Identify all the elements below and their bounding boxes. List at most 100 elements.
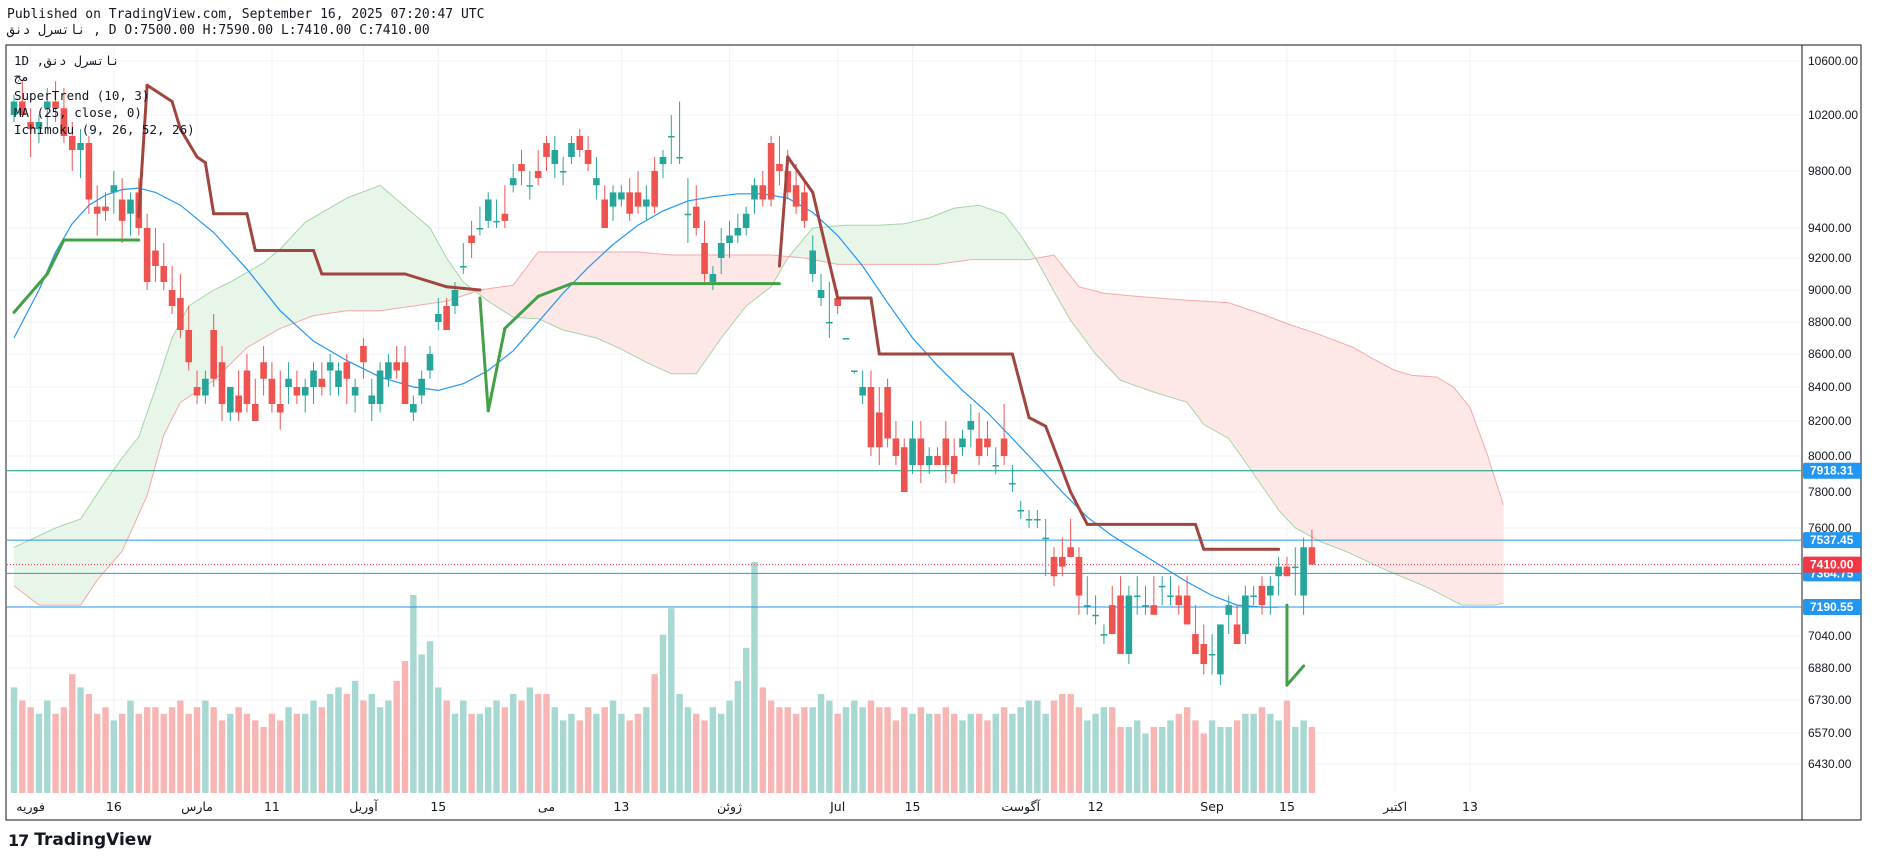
candle-body — [851, 370, 858, 372]
legend-supertrend[interactable]: SuperTrend (10, 3) — [14, 88, 150, 103]
volume-bar — [826, 700, 833, 793]
cloud-segment — [221, 283, 227, 373]
cloud-segment — [862, 224, 868, 265]
candle-body — [77, 143, 84, 150]
candle-body — [950, 456, 958, 474]
cloud-segment — [263, 258, 269, 339]
candle-body — [1250, 595, 1257, 597]
volume-bar — [693, 713, 700, 793]
cloud-segment — [1328, 337, 1334, 547]
candle-body — [1200, 644, 1208, 664]
candle-body — [1233, 624, 1241, 644]
volume-bar — [1092, 713, 1099, 793]
cloud-segment — [492, 287, 497, 308]
volume-bar — [726, 700, 733, 793]
cloud-segment — [949, 207, 955, 263]
candle-body — [60, 108, 68, 136]
supertrend-segment — [478, 296, 490, 413]
volume-bar — [1300, 720, 1307, 793]
cloud-segment — [292, 230, 298, 325]
volume-bar — [393, 680, 400, 793]
volume-bar — [884, 707, 891, 793]
candle-body — [776, 164, 783, 171]
volume-bar — [1217, 727, 1224, 793]
cloud-segment — [342, 197, 348, 312]
candle-body — [1067, 547, 1074, 557]
candle-body — [593, 178, 600, 186]
chart-frame — [5, 44, 1862, 821]
cloud-segment — [1257, 312, 1263, 487]
cloud-segment — [383, 188, 389, 311]
volume-bar — [1067, 694, 1074, 793]
volume-bar — [576, 720, 583, 793]
cloud-segment — [1394, 370, 1400, 577]
volume-bar — [10, 687, 18, 793]
legend-ma[interactable]: MA (25, close, 0) — [14, 105, 142, 120]
volume-bar — [202, 700, 209, 793]
cloud-segment — [953, 207, 959, 263]
cloud-segment — [429, 226, 435, 304]
candle-body — [393, 362, 401, 371]
volume-bar — [376, 707, 384, 793]
volume-bar — [518, 700, 525, 793]
volume-bar — [1242, 713, 1249, 793]
time-tick-label: 13 — [1462, 799, 1478, 814]
candle-body — [293, 387, 301, 396]
cloud-segment — [121, 451, 127, 552]
volume-bar — [443, 700, 450, 793]
cloud-segment — [1290, 324, 1296, 529]
cloud-segment — [1428, 376, 1433, 591]
candles — [10, 81, 1316, 686]
volume-bar — [892, 720, 900, 793]
cloud-segment — [1111, 293, 1117, 377]
supertrend-segment — [786, 155, 815, 194]
cloud-segment — [537, 251, 543, 322]
volume-bar — [526, 687, 534, 793]
time-tick-label: ژوئن — [717, 799, 742, 815]
candle-body — [842, 338, 850, 340]
volume-bar — [218, 720, 226, 793]
cloud-segment — [633, 251, 639, 359]
level-price-label-bg — [1803, 532, 1861, 549]
cloud-segment — [1369, 356, 1375, 566]
legend-ichimoku[interactable]: Ichimoku (9, 26, 52, 26) — [14, 122, 195, 137]
volume-bar — [967, 713, 974, 793]
cloud-segment — [1357, 349, 1363, 560]
cloud-segment — [1261, 313, 1267, 493]
cloud-segment — [334, 202, 339, 313]
candle-body — [1100, 634, 1108, 636]
volume-bar — [876, 707, 883, 793]
candle-body — [1025, 519, 1033, 521]
cloud-segment — [1478, 429, 1483, 606]
cloud-segment — [325, 207, 331, 315]
candle-body — [1175, 595, 1183, 606]
volume-bar — [851, 700, 858, 793]
price-tick-label: 7800.00 — [1808, 485, 1852, 499]
cloud-segment — [566, 251, 572, 333]
cloud-segment — [1286, 323, 1292, 525]
volume-bar — [302, 713, 309, 793]
cloud-segment — [1353, 347, 1358, 558]
cloud-segment — [1440, 379, 1446, 597]
candle-body — [1050, 556, 1058, 577]
cloud-segment — [363, 189, 368, 312]
cloud-segment — [242, 271, 248, 353]
volume-bar — [252, 720, 259, 793]
candle-body — [726, 235, 733, 243]
candle-body — [27, 122, 34, 129]
volume-bar — [643, 707, 650, 793]
cloud-segment — [55, 526, 61, 606]
cloud-segment — [903, 222, 909, 265]
candle-body — [285, 378, 292, 387]
cloud-segment — [1211, 301, 1217, 433]
price-tick-label: 6880.00 — [1808, 661, 1852, 675]
cloud-segment — [1465, 401, 1471, 606]
candle-body — [435, 314, 442, 322]
cloud-segment — [1107, 293, 1113, 373]
cloud-segment — [1095, 290, 1101, 360]
cloud-segment — [354, 192, 360, 312]
cloud-segment — [845, 224, 851, 265]
time-tick-label: 12 — [1088, 799, 1104, 814]
cloud-segment — [887, 224, 893, 265]
